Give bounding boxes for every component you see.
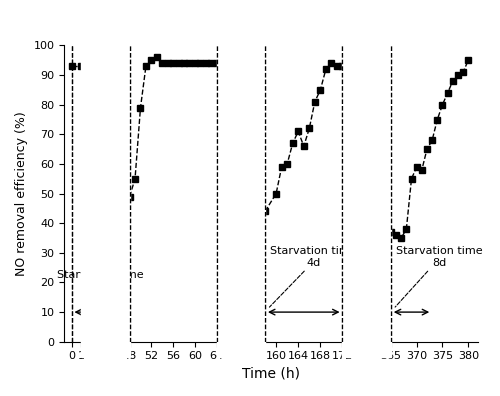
X-axis label: Time (h): Time (h) — [242, 367, 300, 381]
Text: Starvation time
4d: Starvation time 4d — [270, 246, 357, 268]
Text: Starvation time
2d: Starvation time 2d — [58, 270, 144, 291]
Text: Starvation time
8d: Starvation time 8d — [396, 246, 482, 268]
Bar — [81, 16, 130, 356]
Bar — [216, 16, 265, 356]
Bar — [342, 16, 391, 356]
Y-axis label: NO removal efficiency (%): NO removal efficiency (%) — [15, 111, 28, 276]
